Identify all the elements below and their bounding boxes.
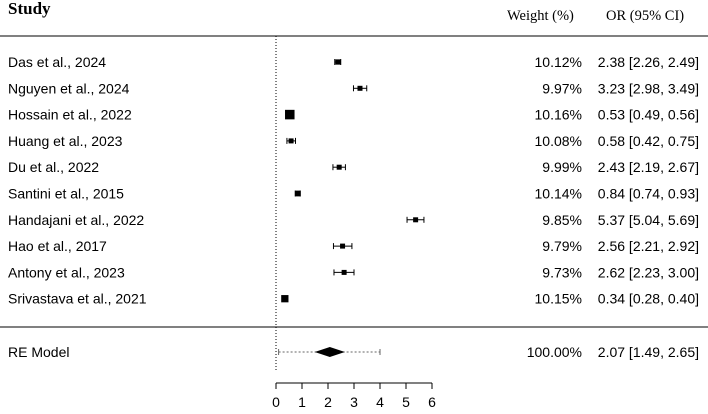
study-label: Santini et al., 2015	[8, 186, 124, 202]
header-or-ci: OR (95% CI)	[606, 8, 684, 24]
summary-diamond	[314, 347, 345, 357]
study-or-ci: 0.84 [0.74, 0.93]	[598, 186, 699, 202]
point-estimate	[285, 109, 295, 120]
study-or-ci: 0.34 [0.28, 0.40]	[598, 291, 699, 307]
study-weight: 10.14%	[535, 186, 582, 202]
study-weight: 10.15%	[535, 291, 582, 307]
summary-or-ci: 2.07 [1.49, 2.65]	[598, 344, 699, 360]
point-estimate	[357, 85, 363, 91]
study-weight: 10.08%	[535, 133, 582, 149]
study-label: Antony et al., 2023	[8, 264, 125, 280]
study-or-ci: 0.53 [0.49, 0.56]	[598, 107, 699, 123]
study-or-ci: 2.43 [2.19, 2.67]	[598, 159, 699, 175]
summary-row: RE Model 100.00% 2.07 [1.49, 2.65]	[8, 344, 699, 360]
x-tick-label: 6	[428, 394, 436, 410]
point-estimate	[413, 217, 419, 223]
point-estimate	[335, 59, 341, 65]
study-weight: 9.73%	[542, 264, 582, 280]
study-weight: 10.16%	[535, 107, 582, 123]
study-weight: 9.99%	[542, 159, 582, 175]
study-label: Du et al., 2022	[8, 159, 99, 175]
x-tick-label: 0	[272, 394, 280, 410]
study-label: Handajani et al., 2022	[8, 212, 144, 228]
x-tick-label: 5	[402, 394, 410, 410]
study-or-ci: 2.62 [2.23, 3.00]	[598, 264, 699, 280]
point-estimate	[336, 164, 342, 170]
point-estimate	[294, 190, 301, 197]
study-or-ci: 2.56 [2.21, 2.92]	[598, 238, 699, 254]
point-estimate	[340, 243, 346, 249]
study-label: Huang et al., 2023	[8, 133, 123, 149]
study-rows: Das et al., 2024 10.12% 2.38 [2.26, 2.49] N…	[8, 54, 699, 307]
study-or-ci: 0.58 [0.42, 0.75]	[598, 133, 699, 149]
study-label: Nguyen et al., 2024	[8, 80, 130, 96]
study-or-ci: 5.37 [5.04, 5.69]	[598, 212, 699, 228]
study-label: Hao et al., 2017	[8, 238, 107, 254]
study-or-ci: 2.38 [2.26, 2.49]	[598, 54, 699, 70]
x-tick-label: 4	[376, 394, 384, 410]
point-estimate	[281, 295, 289, 303]
study-weight: 9.97%	[542, 80, 582, 96]
point-estimate	[341, 269, 347, 275]
study-weight: 9.85%	[542, 212, 582, 228]
study-label: Hossain et al., 2022	[8, 107, 132, 123]
study-or-ci: 3.23 [2.98, 3.49]	[598, 80, 699, 96]
header-weight: Weight (%)	[507, 8, 574, 24]
x-tick-label: 3	[350, 394, 358, 410]
x-axis: 0 1 2 3 4 5 6	[272, 382, 436, 410]
study-weight: 9.79%	[542, 238, 582, 254]
study-label: Srivastava et al., 2021	[8, 291, 147, 307]
x-tick-label: 1	[298, 394, 306, 410]
summary-label: RE Model	[8, 344, 69, 360]
header-study: Study	[8, 0, 51, 18]
summary-weight: 100.00%	[527, 344, 582, 360]
x-tick-label: 2	[324, 394, 332, 410]
point-estimate	[288, 138, 294, 144]
study-weight: 10.12%	[535, 54, 582, 70]
study-label: Das et al., 2024	[8, 54, 106, 70]
